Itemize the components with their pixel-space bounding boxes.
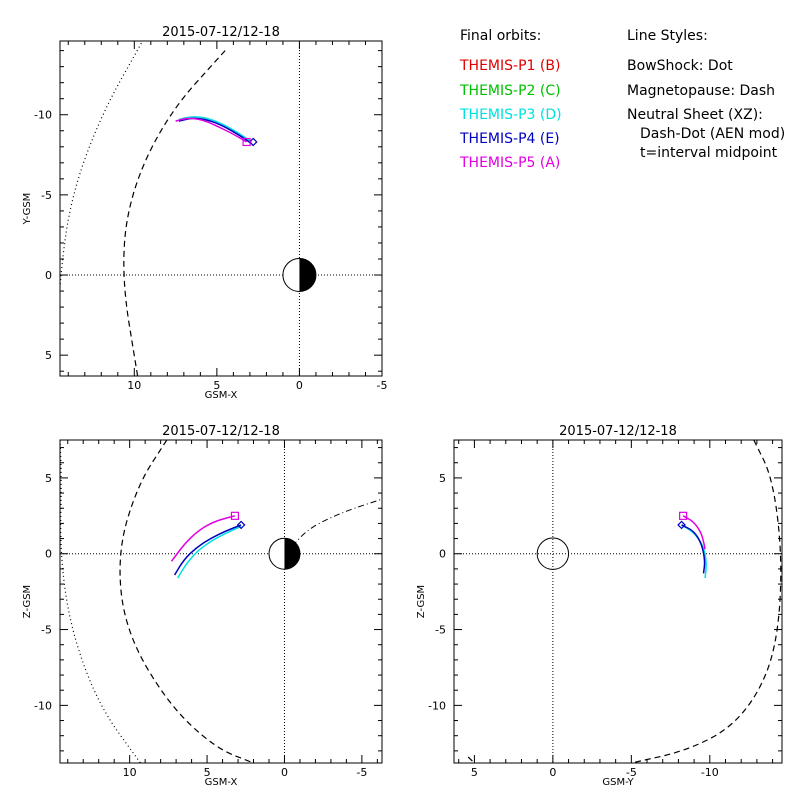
x-tick-label: -5 (377, 379, 388, 392)
orbit-themis-p3-d (177, 525, 242, 579)
plot-area (454, 440, 782, 763)
legend: Final orbits: THEMIS-P1 (B) THEMIS-P2 (C… (459, 28, 785, 171)
legend-style-neutral-sheet: Neutral Sheet (XZ): (627, 107, 763, 123)
y-tick-label: -10 (34, 109, 52, 122)
neutral-sheet-line (291, 498, 382, 547)
legend-probe-p3: THEMIS-P3 (D) (459, 107, 562, 123)
bowshock-line (60, 440, 141, 763)
panel-title: 2015-07-12/12-18 (162, 424, 280, 439)
y-tick-label: 5 (45, 472, 52, 485)
y-tick-label: 5 (439, 472, 446, 485)
marker-diamond-p4 (248, 137, 258, 147)
marker-square-p5 (230, 511, 240, 520)
x-tick-label: 10 (123, 766, 137, 779)
x-tick-label: -5 (626, 766, 637, 779)
orbit-themis-p4-e (173, 524, 242, 576)
orbit-themis-p3-d (681, 524, 707, 579)
y-tick-label: -5 (41, 624, 52, 637)
plot-frame (59, 439, 383, 764)
orbit-themis-p4-e (681, 524, 706, 574)
x-tick-label: -10 (701, 766, 719, 779)
marker-square-p5 (679, 511, 688, 520)
legend-styles-title: Line Styles: (627, 28, 708, 44)
x-tick-label: 5 (204, 766, 211, 779)
x-tick-label: 0 (281, 766, 288, 779)
legend-probe-p4: THEMIS-P4 (E) (459, 131, 560, 147)
x-tick-label: -5 (356, 766, 367, 779)
earth-night-side (284, 538, 300, 570)
x-tick-label: 0 (549, 766, 556, 779)
legend-probe-p2: THEMIS-P2 (C) (459, 83, 561, 99)
plot-area (60, 440, 382, 763)
plot-frame (453, 439, 783, 764)
legend-probe-p5: THEMIS-P5 (A) (459, 155, 560, 171)
orbit-themis-p4-e (178, 117, 252, 145)
panel-3: 2015-07-12/12-18 5 0 -5 -10 5 0 -5 -10 GSM-Y Z-GSM (416, 424, 783, 788)
y-tick-label: -5 (435, 624, 446, 637)
x-axis-label: GSM-Y (602, 777, 634, 788)
orbit-themis-p3-d (178, 116, 252, 143)
y-axis-label: Y-GSM (22, 193, 33, 226)
legend-probe-p1: THEMIS-P1 (B) (459, 58, 560, 74)
marker-square-p5 (242, 137, 251, 147)
y-tick-label: -10 (34, 699, 52, 712)
orbit-themis-p5-a (682, 515, 706, 550)
y-tick-label: 0 (439, 548, 446, 561)
orbit-themis-p5-a (175, 117, 247, 143)
panel-2: 2015-07-12/12-18 10 5 0 -5 5 0 -5 -10 GSM-X Z-GSM (22, 424, 383, 788)
y-tick-label: -10 (428, 699, 446, 712)
legend-style-magnetopause: Magnetopause: Dash (627, 83, 775, 99)
earth-icon (536, 537, 570, 570)
y-tick-label: 0 (45, 269, 52, 282)
earth-night-side (299, 258, 316, 292)
y-axis-label: Z-GSM (416, 585, 427, 618)
marker-diamond-p4 (677, 520, 686, 530)
orbit-themis-p5-a (170, 515, 236, 562)
x-axis-label: GSM-X (205, 777, 238, 788)
panel-title: 2015-07-12/12-18 (162, 25, 280, 40)
legend-orbits-title: Final orbits: (460, 28, 541, 44)
x-tick-label: 0 (296, 379, 303, 392)
plot-area (60, 41, 382, 376)
plot-frame (59, 40, 383, 377)
marker-diamond-p4 (236, 520, 246, 530)
legend-style-bowshock: BowShock: Dot (627, 58, 733, 74)
panel-title: 2015-07-12/12-18 (559, 424, 677, 439)
magnetopause-line-2 (467, 756, 475, 763)
x-axis-label: GSM-X (205, 390, 238, 401)
x-tick-label: 5 (213, 379, 220, 392)
x-tick-label: 10 (127, 379, 141, 392)
x-tick-label: 5 (471, 766, 478, 779)
magnetopause-line (119, 440, 254, 763)
y-tick-label: 5 (45, 349, 52, 362)
legend-style-midpoint: t=interval midpoint (640, 145, 778, 161)
magnetopause-line (631, 440, 782, 763)
magnetopause-line (123, 50, 226, 376)
y-tick-label: -5 (41, 189, 52, 202)
legend-style-aen: Dash-Dot (AEN mod) (640, 126, 785, 142)
y-tick-label: 0 (45, 548, 52, 561)
y-axis-label: Z-GSM (22, 585, 33, 618)
